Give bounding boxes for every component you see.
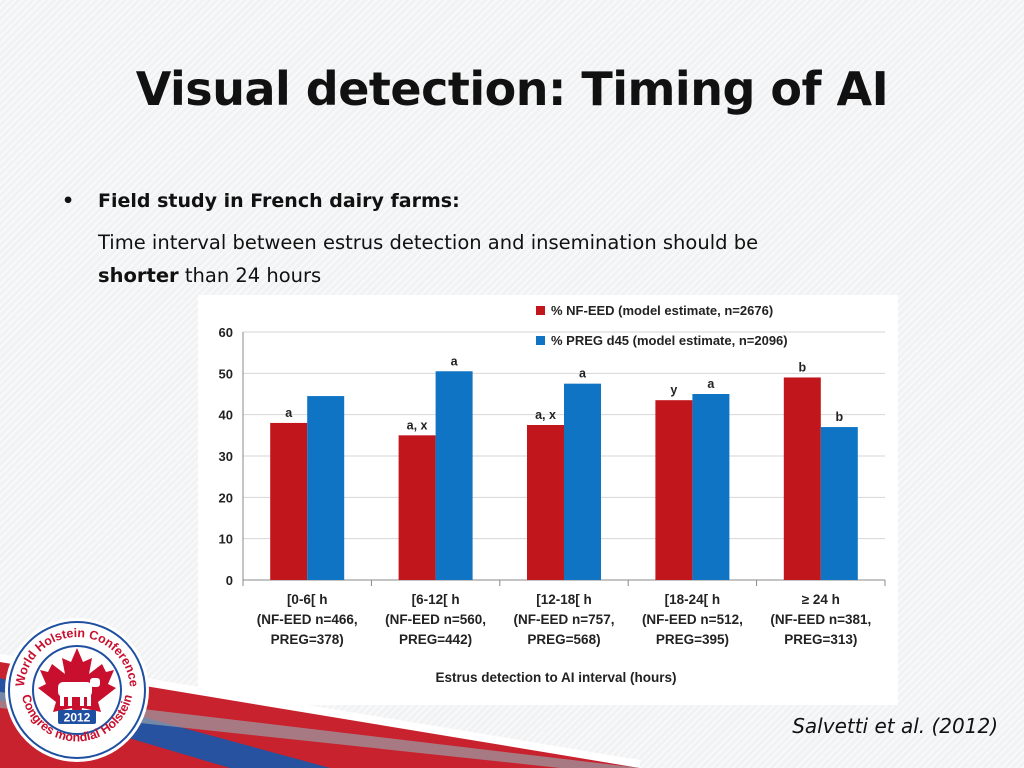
cow-icon — [58, 678, 100, 706]
description-line: Time interval between estrus detection a… — [98, 231, 759, 254]
x-axis-title: Estrus detection to AI interval (hours) — [435, 670, 676, 685]
description-emphasis: shorter — [98, 264, 179, 287]
chart-panel: 0 10 20 30 40 50 60 a [0-6[ h (NF-EED n=466, PREG=… — [198, 295, 898, 705]
logo-year-plate — [58, 710, 96, 724]
description-rest: than 24 hours — [178, 264, 322, 287]
data-label: a — [579, 367, 587, 381]
citation: Salvetti et al. (2012) — [792, 714, 998, 738]
bullet-heading: Field study in French dairy farms: — [98, 190, 460, 212]
legend-swatch — [536, 306, 545, 315]
bar — [692, 394, 730, 580]
x-tick-label: (NF-EED n=560, — [385, 612, 486, 627]
conference-logo: World Holstein Conference Congrès mondia… — [5, 618, 149, 762]
data-label: b — [835, 410, 843, 424]
x-tick-label: PREG=395) — [656, 632, 729, 647]
y-tick-label: 40 — [219, 408, 233, 423]
bar — [398, 435, 436, 580]
y-tick-label: 50 — [219, 366, 233, 381]
bullet-description: Time interval between estrus detection a… — [98, 226, 942, 292]
data-label: a — [707, 377, 715, 391]
bar-chart: 0 10 20 30 40 50 60 a [0-6[ h (NF-EED n=466, PREG=… — [219, 303, 886, 685]
data-label: b — [798, 360, 806, 374]
slide-title: Visual detection: Timing of AI — [135, 62, 889, 116]
bar — [564, 383, 601, 580]
white-stripe — [0, 654, 640, 768]
x-tick-label: PREG=568) — [527, 632, 600, 647]
bullet-dot-icon: • — [62, 190, 75, 212]
data-label: a, x — [407, 418, 428, 432]
x-tick-label: PREG=442) — [399, 632, 472, 647]
bar — [527, 425, 564, 580]
y-tick-label: 10 — [219, 532, 233, 547]
legend-label: % PREG d45 (model estimate, n=2096) — [551, 333, 788, 348]
x-tick-label: (NF-EED n=381, — [770, 612, 871, 627]
y-tick-label: 30 — [219, 449, 233, 464]
x-tick-label: [6-12[ h — [412, 592, 460, 607]
legend-swatch — [536, 336, 545, 345]
bar — [270, 422, 308, 580]
x-tick-label: ≥ 24 h — [802, 592, 840, 607]
logo-year: 2012 — [64, 711, 91, 725]
data-label: a, x — [535, 408, 556, 422]
x-tick-label: [18-24[ h — [665, 592, 721, 607]
bullet-block: • Field study in French dairy farms: Time… — [62, 190, 942, 292]
decorative-stripes — [0, 654, 640, 768]
bar — [307, 396, 345, 580]
x-tick-label: (NF-EED n=466, — [257, 612, 358, 627]
bar — [783, 377, 821, 580]
bar — [655, 400, 693, 580]
bar — [435, 371, 473, 580]
bullet-item: • Field study in French dairy farms: — [62, 190, 942, 212]
grey-stripe — [0, 692, 640, 768]
legend-label: % NF-EED (model estimate, n=2676) — [551, 303, 773, 318]
x-tick-label: (NF-EED n=512, — [642, 612, 743, 627]
x-tick-label: (NF-EED n=757, — [514, 612, 615, 627]
data-label: a — [285, 406, 293, 420]
data-label: y — [670, 383, 677, 397]
y-tick-label: 20 — [219, 490, 233, 505]
x-tick-label: PREG=378) — [271, 632, 344, 647]
data-label: a — [451, 354, 459, 368]
x-tick-label: [12-18[ h — [536, 592, 592, 607]
y-tick-label: 60 — [219, 325, 233, 340]
x-tick-label: PREG=313) — [784, 632, 857, 647]
bar — [820, 427, 858, 580]
x-tick-label: [0-6[ h — [287, 592, 328, 607]
y-tick-label: 0 — [226, 573, 233, 588]
logo-outer-border — [8, 621, 146, 759]
